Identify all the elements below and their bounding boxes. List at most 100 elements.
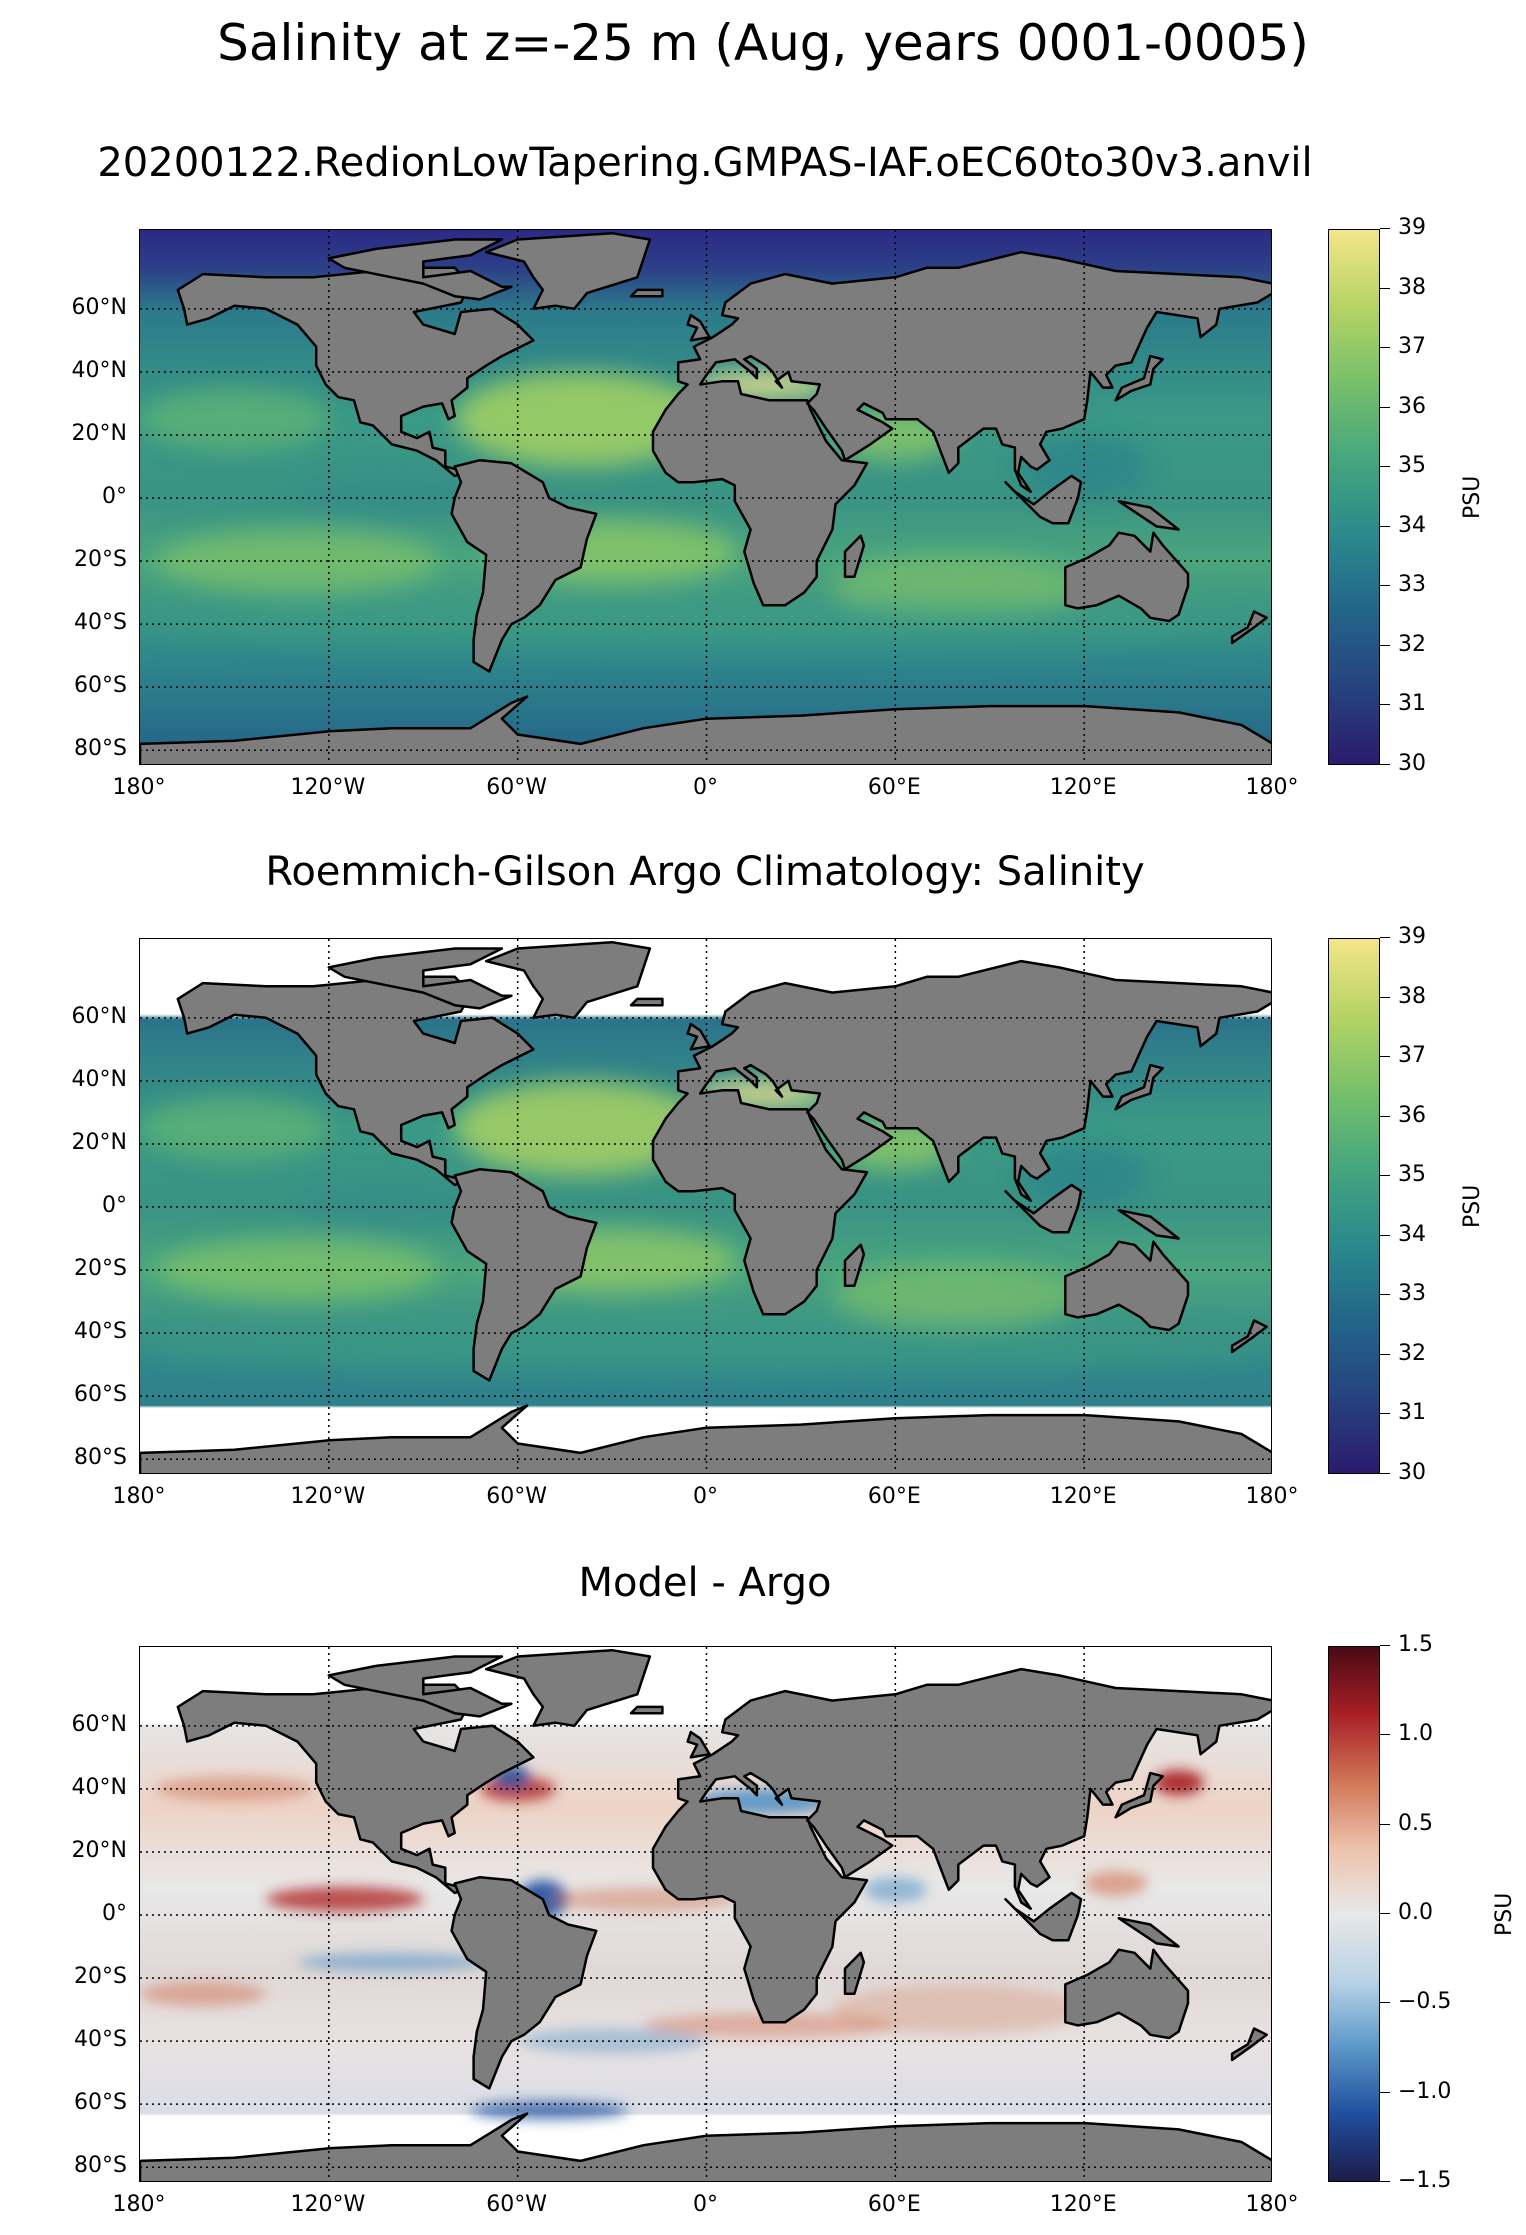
iceland-land <box>629 288 664 298</box>
y-tick-label: 40°N <box>71 357 127 383</box>
salinity-anomaly <box>454 1080 707 1176</box>
x-tick-label: 120°E <box>1049 2192 1117 2217</box>
y-tick-label: 80°S <box>74 2153 127 2179</box>
new-zealand-land <box>1230 1319 1268 1354</box>
salinity-anomaly <box>140 387 329 451</box>
y-tick-label: 60°N <box>71 1003 127 1029</box>
colorbar-label: PSU <box>1492 1892 1517 1936</box>
colorbar-label: PSU <box>1460 1184 1485 1228</box>
salinity-anomaly <box>140 1323 1271 1375</box>
x-tick-label: 120°W <box>290 2192 366 2217</box>
africa-eurasia-land <box>651 959 1271 1316</box>
colorbar-tick-label: 39 <box>1380 924 1426 949</box>
borneo-sumatra-land <box>1004 1891 1083 1942</box>
north-america-land <box>176 975 535 1187</box>
x-tick-label: 0° <box>693 775 718 800</box>
x-tick-label: 120°W <box>290 1484 366 1509</box>
colorbar-3 <box>1328 1646 1380 2182</box>
y-tick-label: 60°N <box>71 294 127 320</box>
y-tick-label: 20°N <box>71 1129 127 1155</box>
x-tick-label: 60°W <box>486 775 548 800</box>
x-tick-label: 180° <box>1245 2192 1299 2217</box>
colorbar-tick-label: 32 <box>1380 631 1426 657</box>
antarctica-land <box>140 1404 1271 1473</box>
x-tick-label: 180° <box>112 775 166 800</box>
salinity-anomaly <box>863 1877 927 1903</box>
y-tick-label: 40°S <box>74 1319 127 1345</box>
colorbar-tick-label: 36 <box>1380 393 1426 419</box>
africa-eurasia-land <box>651 1667 1271 2024</box>
salinity-anomaly <box>155 1776 314 1802</box>
panel-2-title: Roemmich-Gilson Argo Climatology: Salini… <box>265 849 1145 895</box>
land-mask <box>140 231 1271 764</box>
salinity-anomaly <box>517 2028 707 2054</box>
land-mask <box>140 940 1271 1473</box>
salinity-anomaly <box>454 371 707 467</box>
y-tick-label: 20°N <box>71 420 127 446</box>
greenland-land <box>484 940 652 1020</box>
panel-1-title: 20200122.RedionLowTapering.GMPAS-IAF.oEC… <box>97 140 1313 186</box>
x-tick-label: 180° <box>1245 1484 1299 1509</box>
x-tick-label: 120°W <box>290 775 366 800</box>
map-plot-2 <box>140 939 1271 1473</box>
y-tick-label: 40°S <box>74 2027 127 2053</box>
y-tick-label: 40°N <box>71 1066 127 1092</box>
colorbar-tick-label: −1.0 <box>1379 2078 1452 2104</box>
colorbar-tick-label: 37 <box>1380 334 1426 360</box>
new-guinea-land <box>1117 499 1180 531</box>
x-tick-label: 120°E <box>1049 1484 1117 1509</box>
new-zealand-land <box>1230 2027 1268 2062</box>
colorbar-tick-label: 1.5 <box>1380 1632 1433 1657</box>
australia-land <box>1064 531 1190 623</box>
y-tick-label: 0° <box>102 1193 127 1218</box>
new-guinea-land <box>1117 1208 1180 1240</box>
colorbar-tick-label: 31 <box>1380 1400 1426 1426</box>
salinity-anomaly <box>140 1096 329 1160</box>
colorbar-tick-label: 0.0 <box>1380 1900 1433 1925</box>
x-tick-label: 60°W <box>486 2192 548 2217</box>
salinity-anomaly <box>297 472 487 524</box>
colorbar-tick-label: 35 <box>1380 1162 1426 1188</box>
salinity-anomaly <box>1153 1769 1204 1796</box>
colorbar-tick-label: 31 <box>1380 691 1426 717</box>
colorbar-tick-label: 38 <box>1380 983 1426 1009</box>
colorbar-tick-label: 36 <box>1380 1102 1426 1128</box>
map-panel-3 <box>139 1646 1272 2182</box>
colorbar-tick-label: 0.5 <box>1380 1810 1433 1836</box>
africa-eurasia-land <box>651 250 1271 607</box>
salinity-anomaly <box>265 1886 424 1912</box>
antarctica-land <box>140 2112 1271 2181</box>
x-tick-label: 0° <box>693 1484 718 1509</box>
greenland-land <box>484 231 652 311</box>
baffin-arctic-land <box>327 238 513 301</box>
colorbar-2 <box>1328 938 1380 1474</box>
colorbar-tick-label: 37 <box>1380 1043 1426 1069</box>
x-tick-label: 60°E <box>867 2192 921 2217</box>
colorbar-tick-label: 38 <box>1380 274 1426 300</box>
salinity-anomaly <box>297 1181 487 1233</box>
colorbar-tick-label: 33 <box>1380 572 1426 598</box>
salinity-anomaly <box>1084 1870 1148 1897</box>
y-tick-label: 80°S <box>74 1445 127 1471</box>
north-america-land <box>176 266 535 478</box>
colorbar-tick-label: 33 <box>1380 1281 1426 1307</box>
japan-land <box>1114 354 1165 402</box>
y-tick-label: 60°S <box>74 673 127 699</box>
x-tick-label: 0° <box>693 2192 718 2217</box>
new-zealand-land <box>1230 610 1268 645</box>
x-tick-label: 60°W <box>486 1484 548 1509</box>
australia-land <box>1064 1240 1190 1332</box>
new-guinea-land <box>1117 1916 1180 1948</box>
borneo-sumatra-land <box>1004 474 1083 525</box>
y-tick-label: 20°S <box>74 1964 127 1990</box>
y-tick-label: 80°S <box>74 736 127 762</box>
x-tick-label: 180° <box>112 1484 166 1509</box>
salinity-anomaly <box>140 1981 266 2007</box>
x-tick-label: 180° <box>112 2192 166 2217</box>
colorbar-tick-label: 32 <box>1380 1340 1426 1366</box>
japan-land <box>1114 1063 1165 1111</box>
y-tick-label: 60°N <box>71 1711 127 1737</box>
colorbar-tick-label: 1.0 <box>1380 1721 1433 1747</box>
map-plot-1 <box>140 230 1271 764</box>
colorbar-tick-label: 30 <box>1380 1460 1426 1485</box>
